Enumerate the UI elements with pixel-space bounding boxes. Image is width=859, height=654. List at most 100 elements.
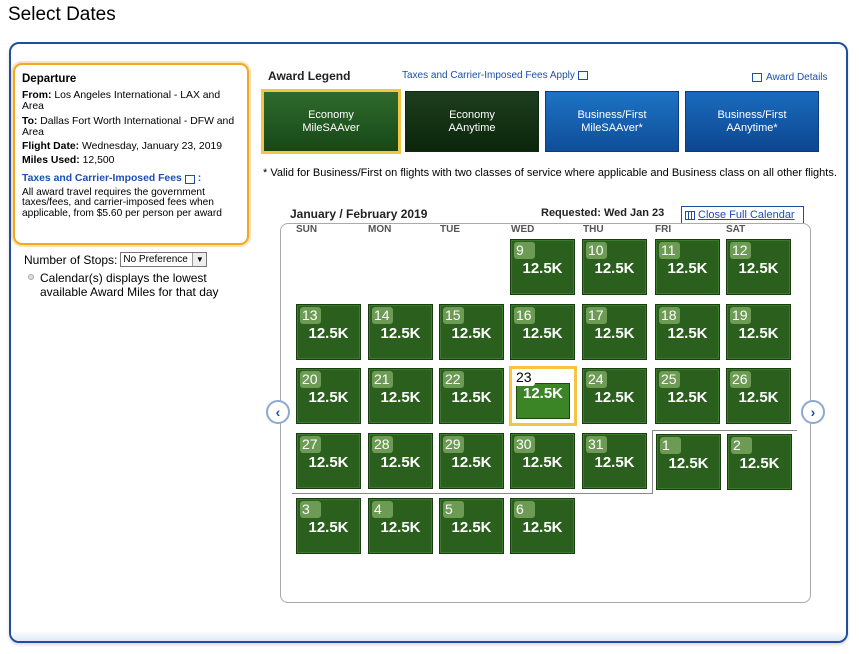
legend-tile-line1: Economy [449,108,495,121]
calendar-day[interactable]: 21 12.5K [368,368,433,424]
day-miles: 12.5K [668,455,709,472]
close-full-calendar-label[interactable]: Close Full Calendar [698,209,795,221]
calendar-day[interactable]: 20 12.5K [296,368,361,424]
day-number: 16 [514,307,535,324]
day-number: 1 [660,437,681,454]
legend-tile-line2: MileSAAver [302,121,360,134]
day-miles: 12.5K [738,325,779,342]
calendar-day[interactable]: 28 12.5K [368,433,433,489]
day-miles: 12.5K [739,455,780,472]
day-number: 3 [300,501,321,518]
calendar-note: Calendar(s) displays the lowest availabl… [28,271,228,299]
taxes-apply-link-label[interactable]: Taxes and Carrier-Imposed Fees Apply [402,70,575,81]
day-number: 6 [514,501,535,518]
calendar-day[interactable]: 14 12.5K [368,304,433,360]
business-first-note: * Valid for Business/First on flights wi… [263,167,837,179]
calendar-day[interactable]: 30 12.5K [510,433,575,489]
chevron-right-icon[interactable]: › [810,404,816,420]
day-miles: 12.5K [380,454,421,471]
day-miles: 12.5K [738,260,779,277]
calendar-day[interactable]: 11 12.5K [655,239,720,295]
award-details-label[interactable]: Award Details [766,72,828,83]
to-row: To: Dallas Fort Worth International - DF… [22,116,241,138]
to-label: To: [22,115,38,127]
calendar-day[interactable]: 25 12.5K [655,368,720,424]
taxes-fees-link-label[interactable]: Taxes and Carrier-Imposed Fees [22,173,182,185]
day-number: 4 [372,501,393,518]
day-number: 28 [372,436,393,453]
day-number: 22 [443,371,464,388]
stops-filter: Number of Stops: No Preference ▼ [24,252,208,267]
legend-tile-line2: MileSAAver* [581,121,643,134]
day-number: 24 [586,371,607,388]
calendar-day-selected[interactable]: 23 12.5K [509,366,577,426]
day-miles: 12.5K [522,454,563,471]
calendar-day[interactable]: 6 12.5K [510,498,575,554]
calendar-day[interactable]: 15 12.5K [439,304,504,360]
day-miles: 12.5K [308,519,349,536]
calendar-day[interactable]: 10 12.5K [582,239,647,295]
calendar-day[interactable]: 16 12.5K [510,304,575,360]
day-number: 13 [300,307,321,324]
next-week-button[interactable]: › [801,400,825,424]
stops-select[interactable]: No Preference ▼ [120,252,208,267]
calendar-day[interactable]: 1 12.5K [656,434,721,490]
calendar-day[interactable]: 4 12.5K [368,498,433,554]
miles-used-label: Miles Used: [22,155,80,167]
calendar-day[interactable]: 3 12.5K [296,498,361,554]
previous-week-button[interactable]: ‹ [266,400,290,424]
calendar-day[interactable]: 9 12.5K [510,239,575,295]
close-full-calendar-link[interactable]: Close Full Calendar [681,206,804,223]
from-row: From: Los Angeles International - LAX an… [22,90,241,112]
departure-heading: Departure [22,73,77,85]
day-miles: 12.5K [594,325,635,342]
day-miles: 12.5K [594,389,635,406]
calendar-day[interactable]: 26 12.5K [726,368,791,424]
month-divider [292,493,653,494]
month-divider [652,430,797,431]
calendar-day[interactable]: 31 12.5K [582,433,647,489]
external-link-icon[interactable] [577,71,588,80]
award-details-link[interactable]: Award Details [752,72,828,83]
stops-selected-value: No Preference [123,254,188,265]
day-miles: 12.5K [667,325,708,342]
day-number: 26 [730,371,751,388]
taxes-apply-link[interactable]: Taxes and Carrier-Imposed Fees Apply [402,70,588,81]
day-miles: 12.5K [738,389,779,406]
calendar-day[interactable]: 27 12.5K [296,433,361,489]
calendar-day[interactable]: 29 12.5K [439,433,504,489]
day-miles: 12.5K [451,519,492,536]
calendar-day[interactable]: 24 12.5K [582,368,647,424]
taxes-fees-colon: : [197,173,202,185]
from-value: Los Angeles International - LAX and Area [22,90,221,113]
day-number: 19 [730,307,751,324]
day-number: 29 [443,436,464,453]
calendar-day[interactable]: 17 12.5K [582,304,647,360]
requested-date: Requested: Wed Jan 23 [541,207,665,219]
weekday-mon: MON [368,224,392,235]
external-link-icon[interactable] [184,174,195,184]
calendar-day[interactable]: 12 12.5K [726,239,791,295]
weekday-tue: TUE [440,224,460,235]
day-number: 12 [730,242,751,259]
calendar-note-text: Calendar(s) displays the lowest availabl… [40,271,219,299]
calendar-day[interactable]: 22 12.5K [439,368,504,424]
calendar-day[interactable]: 2 12.5K [727,434,792,490]
chevron-down-icon[interactable]: ▼ [192,253,207,266]
day-number: 25 [659,371,680,388]
taxes-fees-link[interactable]: Taxes and Carrier-Imposed Fees: [22,173,201,184]
calendar-day[interactable]: 5 12.5K [439,498,504,554]
chevron-left-icon[interactable]: ‹ [275,404,281,420]
day-miles: 12.5K [451,325,492,342]
legend-economy-milesaaver: Economy MileSAAver [261,89,401,154]
external-link-icon[interactable] [752,73,762,82]
calendar-day[interactable]: 18 12.5K [655,304,720,360]
weekday-sat: SAT [726,224,746,235]
calendar-icon[interactable] [685,210,695,220]
calendar-day[interactable]: 19 12.5K [726,304,791,360]
calendar-day[interactable]: 13 12.5K [296,304,361,360]
award-legend-title: Award Legend [268,69,351,83]
day-miles: 12.5K [308,454,349,471]
day-miles: 12.5K [380,325,421,342]
day-number: 30 [514,436,535,453]
